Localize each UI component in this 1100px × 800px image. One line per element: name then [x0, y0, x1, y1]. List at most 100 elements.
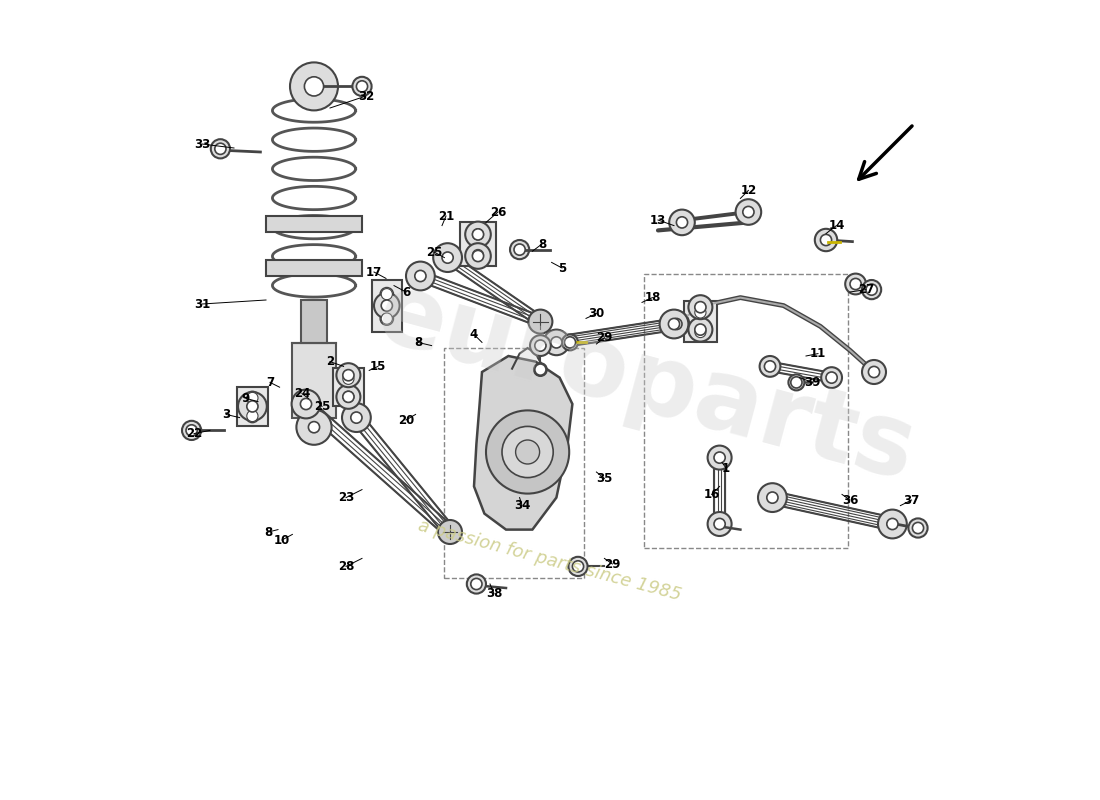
- Circle shape: [182, 421, 201, 440]
- Circle shape: [382, 300, 393, 311]
- Circle shape: [669, 210, 695, 235]
- Circle shape: [214, 143, 225, 154]
- Polygon shape: [266, 260, 362, 276]
- Circle shape: [564, 337, 575, 348]
- Circle shape: [676, 217, 688, 228]
- Text: 26: 26: [490, 206, 506, 218]
- Text: 18: 18: [645, 291, 661, 304]
- Text: 38: 38: [486, 587, 503, 600]
- Circle shape: [887, 518, 898, 530]
- Circle shape: [868, 366, 880, 378]
- Text: 22: 22: [186, 427, 202, 440]
- Text: 12: 12: [740, 184, 757, 197]
- Text: a passion for parts since 1985: a passion for parts since 1985: [417, 516, 683, 604]
- Circle shape: [471, 226, 486, 242]
- Circle shape: [471, 247, 486, 262]
- Circle shape: [663, 311, 690, 337]
- Text: 15: 15: [370, 360, 386, 373]
- Text: 23: 23: [338, 491, 354, 504]
- Circle shape: [551, 337, 562, 348]
- Circle shape: [465, 222, 491, 247]
- Polygon shape: [372, 279, 402, 331]
- Circle shape: [246, 401, 258, 412]
- Polygon shape: [292, 342, 337, 418]
- Circle shape: [342, 372, 355, 386]
- Circle shape: [695, 324, 706, 335]
- Text: 20: 20: [398, 414, 414, 426]
- Polygon shape: [301, 300, 327, 342]
- Circle shape: [292, 390, 320, 418]
- Circle shape: [695, 326, 706, 338]
- Text: 2: 2: [326, 355, 334, 368]
- Circle shape: [562, 334, 578, 350]
- Text: 25: 25: [314, 400, 330, 413]
- Circle shape: [845, 274, 866, 294]
- Circle shape: [689, 318, 713, 342]
- Text: 9: 9: [242, 392, 250, 405]
- Circle shape: [300, 398, 311, 410]
- Text: 6: 6: [402, 286, 410, 298]
- Circle shape: [714, 452, 725, 463]
- Circle shape: [760, 356, 780, 377]
- Circle shape: [660, 310, 689, 338]
- Circle shape: [465, 243, 491, 269]
- Text: 25: 25: [426, 246, 442, 258]
- Circle shape: [736, 199, 761, 225]
- Circle shape: [530, 335, 551, 356]
- Text: 31: 31: [194, 298, 210, 310]
- Circle shape: [442, 252, 453, 263]
- Circle shape: [466, 574, 486, 594]
- Circle shape: [764, 361, 776, 372]
- Circle shape: [514, 244, 525, 255]
- Text: 37: 37: [903, 494, 920, 506]
- Circle shape: [472, 250, 484, 261]
- Circle shape: [343, 370, 354, 381]
- Circle shape: [821, 234, 832, 246]
- Text: 11: 11: [810, 347, 826, 360]
- Circle shape: [433, 243, 462, 272]
- Circle shape: [337, 363, 361, 387]
- Circle shape: [535, 364, 546, 375]
- Circle shape: [472, 229, 484, 240]
- Circle shape: [714, 518, 725, 530]
- Text: 33: 33: [194, 138, 210, 150]
- Circle shape: [789, 374, 804, 390]
- Text: 14: 14: [828, 219, 845, 232]
- Text: 8: 8: [264, 526, 273, 538]
- Circle shape: [337, 385, 361, 409]
- Circle shape: [406, 262, 434, 290]
- Text: 29: 29: [604, 558, 620, 570]
- Circle shape: [569, 557, 587, 576]
- Text: 1: 1: [722, 462, 730, 474]
- Circle shape: [878, 510, 906, 538]
- Circle shape: [815, 229, 837, 251]
- Circle shape: [693, 305, 707, 320]
- Text: 36: 36: [842, 494, 858, 506]
- Polygon shape: [683, 301, 717, 342]
- Text: 24: 24: [294, 387, 310, 400]
- Circle shape: [862, 280, 881, 299]
- Circle shape: [438, 520, 462, 544]
- Text: 30: 30: [588, 307, 605, 320]
- Text: 28: 28: [338, 560, 354, 573]
- Circle shape: [415, 270, 426, 282]
- Circle shape: [246, 392, 258, 403]
- Circle shape: [472, 229, 484, 240]
- Circle shape: [382, 313, 393, 324]
- Text: 27: 27: [858, 283, 874, 296]
- Text: 39: 39: [804, 376, 821, 389]
- Circle shape: [246, 410, 258, 422]
- Text: 7: 7: [266, 376, 274, 389]
- Circle shape: [382, 289, 393, 300]
- Circle shape: [486, 410, 569, 494]
- Circle shape: [693, 325, 707, 339]
- Text: 8: 8: [538, 238, 546, 250]
- Circle shape: [695, 302, 706, 313]
- Circle shape: [351, 412, 362, 423]
- Circle shape: [381, 287, 394, 301]
- Circle shape: [472, 250, 484, 262]
- Circle shape: [528, 310, 552, 334]
- Polygon shape: [238, 387, 267, 426]
- Circle shape: [502, 426, 553, 478]
- Text: 8: 8: [414, 336, 422, 349]
